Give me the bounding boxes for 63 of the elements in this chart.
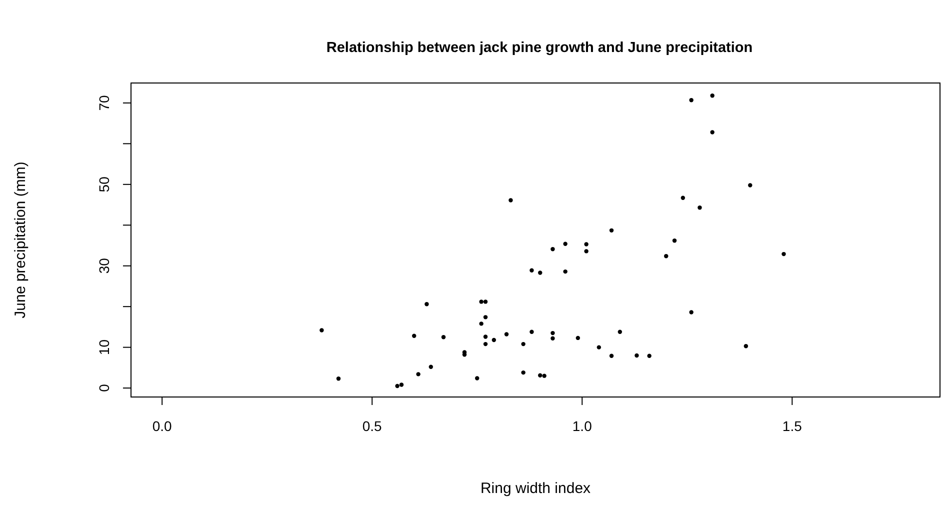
y-tick-label: 50 bbox=[96, 176, 112, 192]
point bbox=[483, 300, 488, 304]
point bbox=[479, 300, 484, 304]
point bbox=[609, 228, 614, 233]
point bbox=[483, 334, 488, 339]
point bbox=[664, 254, 668, 258]
y-tick-label: 30 bbox=[96, 258, 112, 274]
point bbox=[475, 376, 480, 380]
point bbox=[680, 196, 686, 200]
point bbox=[416, 372, 420, 376]
point bbox=[399, 382, 404, 387]
point bbox=[412, 334, 416, 338]
point bbox=[596, 345, 602, 350]
x-tick-label: 0.5 bbox=[362, 418, 382, 434]
point bbox=[584, 242, 588, 246]
point bbox=[618, 330, 622, 334]
point bbox=[698, 206, 702, 210]
point bbox=[689, 98, 694, 102]
point bbox=[576, 336, 580, 340]
point bbox=[563, 269, 568, 274]
x-axis-title: Ring width index bbox=[480, 480, 592, 497]
point bbox=[504, 332, 509, 336]
point bbox=[428, 364, 434, 369]
x-tick-label: 1.0 bbox=[572, 418, 592, 434]
point bbox=[748, 183, 752, 188]
point bbox=[483, 342, 488, 346]
point bbox=[441, 335, 446, 340]
y-tick-label: 0 bbox=[96, 384, 112, 392]
point bbox=[542, 374, 546, 378]
point bbox=[395, 384, 400, 388]
chart-title: Relationship between jack pine growth and June precipitation bbox=[326, 40, 753, 56]
point bbox=[689, 310, 694, 314]
y-axis-title: June precipitation (mm) bbox=[12, 162, 29, 318]
x-tick-label: 1.5 bbox=[782, 418, 802, 434]
point bbox=[550, 336, 555, 340]
point bbox=[508, 198, 513, 202]
point bbox=[530, 330, 534, 334]
point bbox=[584, 249, 588, 254]
point bbox=[647, 354, 652, 358]
point bbox=[710, 130, 714, 134]
point bbox=[530, 268, 534, 272]
point bbox=[538, 373, 542, 378]
point bbox=[320, 328, 324, 332]
point bbox=[550, 247, 555, 252]
point bbox=[521, 370, 526, 375]
point bbox=[710, 94, 714, 98]
x-tick-label: 0.0 bbox=[152, 418, 172, 434]
point bbox=[782, 252, 786, 256]
point bbox=[492, 338, 496, 342]
y-tick-label: 70 bbox=[96, 94, 112, 111]
point bbox=[550, 330, 555, 336]
point bbox=[563, 242, 568, 246]
point bbox=[479, 322, 484, 326]
point bbox=[634, 353, 639, 358]
point bbox=[744, 344, 748, 348]
point bbox=[521, 342, 526, 346]
point bbox=[336, 376, 341, 381]
point bbox=[609, 354, 614, 358]
point bbox=[538, 270, 542, 275]
point bbox=[424, 302, 429, 306]
y-tick-label: 10 bbox=[96, 339, 112, 356]
point bbox=[483, 315, 488, 320]
point bbox=[672, 238, 677, 243]
